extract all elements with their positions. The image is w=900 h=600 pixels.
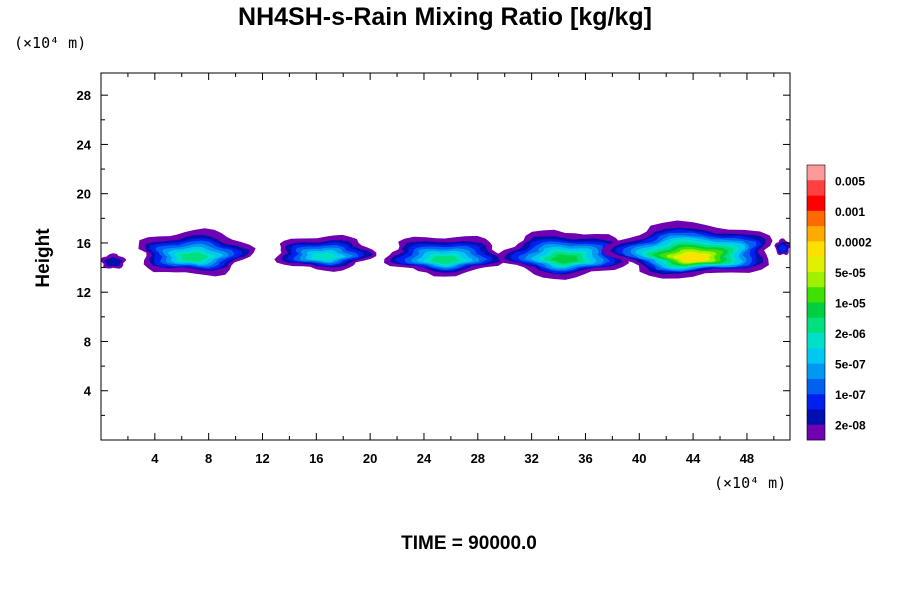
y-tick-label: 4: [84, 384, 92, 399]
colorbar-frame: [806, 164, 826, 441]
x-tick-label: 20: [363, 451, 377, 466]
colorbar-label: 2e-08: [835, 419, 866, 433]
cloud-contour-level: [311, 252, 339, 261]
x-tick-labels: 4 8 12 16 20 24 28 32 36 40 44 48: [151, 451, 754, 466]
cloud-contour-level: [550, 254, 579, 264]
y-tick-label: 8: [84, 334, 91, 349]
colorbar-swatch: [807, 241, 825, 257]
x-tick-label: 16: [309, 451, 323, 466]
y-tick-label: 12: [77, 285, 91, 300]
plot-frame: [100, 72, 791, 441]
y-tick-label: 16: [77, 236, 91, 251]
colorbar-label: 5e-07: [835, 358, 866, 372]
colorbar-label: 0.0002: [835, 235, 872, 249]
x-tick-label: 12: [255, 451, 269, 466]
colorbar-swatch: [807, 256, 825, 273]
y-tick-labels: 4 8 12 16 20 24 28: [77, 88, 92, 399]
colorbar-swatch: [807, 333, 825, 349]
colorbar: 0.005 0.001 0.0002 5e-05 1e-05 2e-06 5e-07 1e-0…: [806, 164, 872, 441]
x-tick-label: 48: [740, 451, 754, 466]
colorbar-swatch: [807, 378, 825, 395]
x-tick-label: 32: [524, 451, 538, 466]
colorbar-swatch: [807, 180, 825, 196]
colorbar-swatch: [807, 226, 825, 242]
chart-title: NH4SH-s-Rain Mixing Ratio [kg/kg]: [238, 3, 652, 31]
time-label: TIME = 90000.0: [401, 533, 537, 554]
x-tick-label: 36: [578, 451, 592, 466]
colorbar-label: 1e-05: [835, 297, 866, 311]
colorbar-swatch: [807, 317, 825, 334]
x-tick-label: 40: [632, 451, 646, 466]
cloud-field: [101, 220, 790, 280]
colorbar-label: 0.001: [835, 205, 865, 219]
colorbar-swatch: [807, 348, 825, 364]
colorbar-swatch: [807, 363, 825, 380]
colorbar-swatch: [807, 165, 825, 181]
colorbar-label: 2e-06: [835, 327, 866, 341]
y-tick-label: 20: [77, 187, 91, 202]
x-unit-label: (×10⁴ m): [714, 474, 786, 492]
colorbar-swatch: [807, 271, 825, 288]
y-tick-label: 24: [77, 137, 92, 152]
x-tick-label: 4: [151, 451, 159, 466]
colorbar-swatch: [807, 394, 825, 410]
x-tick-label: 8: [205, 451, 212, 466]
colorbar-swatch: [807, 424, 825, 441]
colorbar-swatch: [807, 287, 825, 303]
cloud-contour-level: [429, 255, 460, 265]
y-unit-label: (×10⁴ m): [14, 34, 86, 52]
colorbar-swatch: [807, 195, 825, 212]
axis-ticks: [101, 73, 790, 440]
colorbar-label: 5e-05: [835, 266, 866, 280]
y-tick-label: 28: [77, 88, 91, 103]
cloud-contour-level: [180, 252, 209, 262]
x-tick-label: 24: [417, 451, 432, 466]
x-tick-label: 44: [686, 451, 701, 466]
y-axis-label: Height: [33, 228, 54, 288]
colorbar-swatch: [807, 409, 825, 426]
colorbar-swatch: [807, 210, 825, 227]
x-tick-label: 28: [471, 451, 485, 466]
cloud-contour-level: [679, 253, 706, 262]
colorbar-label: 1e-07: [835, 388, 866, 402]
colorbar-label: 0.005: [835, 174, 865, 188]
colorbar-swatch: [807, 302, 825, 319]
cloud-contour-level: [104, 257, 122, 267]
cloud-contour-level: [778, 244, 787, 252]
